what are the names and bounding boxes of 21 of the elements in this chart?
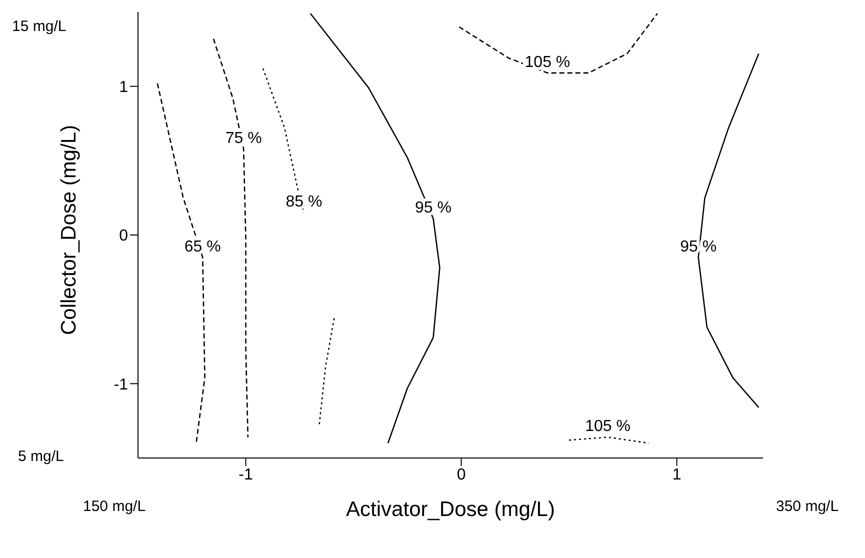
y-axis-title: Collector_Dose (mg/L) — [57, 124, 80, 335]
line-series — [698, 52, 760, 408]
x-axis-title: Activator_Dose (mg/L) — [346, 498, 555, 521]
text: 150 mg/L — [83, 498, 146, 515]
series-label: 85 % — [286, 194, 322, 211]
line-series — [458, 12, 658, 74]
y-tick-label: -1 — [114, 376, 128, 394]
series-label: 65 % — [184, 238, 221, 256]
series-label: 105 % — [585, 418, 631, 436]
series-label: 105 % — [524, 54, 570, 71]
text: 5 mg/L — [18, 448, 64, 465]
series-label: 75 % — [225, 130, 262, 147]
text: 15 mg/L — [12, 18, 66, 35]
y-tick-label: 1 — [119, 79, 128, 96]
y-tick-label: 0 — [119, 228, 128, 245]
x-tick-label: -1 — [238, 466, 253, 484]
x-tick-label: 1 — [672, 466, 682, 484]
line-series — [156, 82, 206, 444]
text: 350 mg/L — [776, 498, 839, 515]
x-tick-label: 0 — [456, 466, 466, 484]
series-label: 95 % — [680, 238, 717, 256]
